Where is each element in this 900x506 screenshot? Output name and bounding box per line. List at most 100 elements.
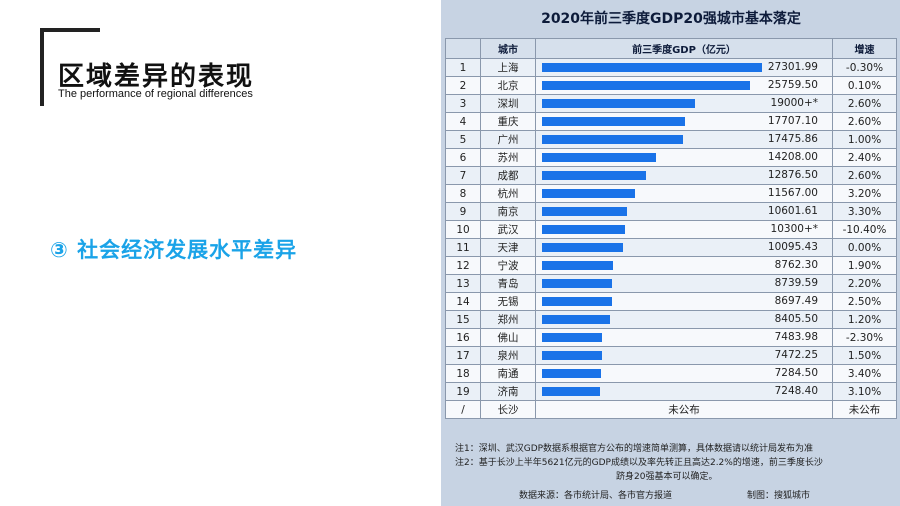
cell-gdp: 17475.86 <box>535 130 833 149</box>
cell-rank: 12 <box>445 256 481 275</box>
cell-growth: 2.20% <box>832 274 897 293</box>
cell-growth: 3.30% <box>832 202 897 221</box>
gdp-value: 10095.43 <box>767 241 818 253</box>
cell-city: 无锡 <box>480 292 536 311</box>
gdp-value: 19000+* <box>770 97 818 109</box>
gdp-value: 10300+* <box>770 223 818 235</box>
gdp-value: 17707.10 <box>767 115 818 127</box>
cell-rank: 2 <box>445 76 481 95</box>
table-row: 2 北京 25759.50 0.10% <box>445 76 897 95</box>
cell-growth: 1.50% <box>832 346 897 365</box>
cell-growth: 未公布 <box>832 400 897 419</box>
cell-city: 成都 <box>480 166 536 185</box>
title-bracket-decoration <box>40 28 100 106</box>
table-row: 17 泉州 7472.25 1.50% <box>445 346 897 365</box>
cell-growth: 2.60% <box>832 166 897 185</box>
gdp-value: 10601.61 <box>767 205 818 217</box>
cell-rank: 13 <box>445 274 481 293</box>
cell-growth: 3.40% <box>832 364 897 383</box>
page-subtitle: The performance of regional differences <box>58 88 253 100</box>
cell-growth: 2.50% <box>832 292 897 311</box>
table-row: 13 青岛 8739.59 2.20% <box>445 274 897 293</box>
cell-gdp: 12876.50 <box>535 166 833 185</box>
cell-rank: 5 <box>445 130 481 149</box>
table-header-row: 城市 前三季度GDP（亿元） 增速 <box>445 38 897 59</box>
cell-rank: 10 <box>445 220 481 239</box>
note-2-continued: 跻身20强基本可以确定。 <box>616 472 718 482</box>
cell-rank: 1 <box>445 58 481 77</box>
table-row: 14 无锡 8697.49 2.50% <box>445 292 897 311</box>
gdp-bar <box>542 153 656 162</box>
gdp-bar <box>542 279 612 288</box>
cell-growth: -2.30% <box>832 328 897 347</box>
cell-growth: -10.40% <box>832 220 897 239</box>
cell-gdp: 10095.43 <box>535 238 833 257</box>
table-row: 10 武汉 10300+* -10.40% <box>445 220 897 239</box>
cell-growth: -0.30% <box>832 58 897 77</box>
table-row: 15 郑州 8405.50 1.20% <box>445 310 897 329</box>
gdp-value: 7472.25 <box>774 349 818 361</box>
table-row: 7 成都 12876.50 2.60% <box>445 166 897 185</box>
cell-gdp: 7472.25 <box>535 346 833 365</box>
cell-growth: 2.60% <box>832 112 897 131</box>
gdp-value: 25759.50 <box>767 79 818 91</box>
gdp-bar <box>542 81 750 90</box>
note-1: 注1：深圳、武汉GDP数据系根据官方公布的增速简单测算，具体数据请以统计局发布为… <box>455 444 814 454</box>
cell-city: 杭州 <box>480 184 536 203</box>
table-notes: 注1：深圳、武汉GDP数据系根据官方公布的增速简单测算，具体数据请以统计局发布为… <box>455 442 895 484</box>
gdp-value: 17475.86 <box>767 133 818 145</box>
gdp-bar <box>542 189 635 198</box>
cell-gdp: 7248.40 <box>535 382 833 401</box>
gdp-value: 8405.50 <box>774 313 818 325</box>
chart-maker: 制图：搜狐城市 <box>747 491 811 501</box>
cell-rank: 6 <box>445 148 481 167</box>
cell-gdp: 未公布 <box>535 400 833 419</box>
table-row-changsha: / 长沙 未公布 未公布 <box>445 400 897 419</box>
gdp-value: 11567.00 <box>767 187 818 199</box>
table-row: 1 上海 27301.99 -0.30% <box>445 58 897 77</box>
table-row: 19 济南 7248.40 3.10% <box>445 382 897 401</box>
cell-gdp: 7284.50 <box>535 364 833 383</box>
gdp-bar <box>542 387 600 396</box>
cell-gdp: 10601.61 <box>535 202 833 221</box>
cell-gdp: 8405.50 <box>535 310 833 329</box>
gdp-value: 14208.00 <box>767 151 818 163</box>
cell-growth: 0.10% <box>832 76 897 95</box>
cell-rank: 7 <box>445 166 481 185</box>
gdp-bar <box>542 171 646 180</box>
table-row: 12 宁波 8762.30 1.90% <box>445 256 897 275</box>
table-row: 18 南通 7284.50 3.40% <box>445 364 897 383</box>
cell-gdp: 19000+* <box>535 94 833 113</box>
gdp-bar <box>542 63 762 72</box>
cell-city: 郑州 <box>480 310 536 329</box>
gdp-bar <box>542 315 610 324</box>
cell-growth: 0.00% <box>832 238 897 257</box>
cell-gdp: 27301.99 <box>535 58 833 77</box>
cell-rank: 11 <box>445 238 481 257</box>
cell-gdp: 8762.30 <box>535 256 833 275</box>
cell-gdp: 7483.98 <box>535 328 833 347</box>
gdp-value: 27301.99 <box>767 61 818 73</box>
table-row: 11 天津 10095.43 0.00% <box>445 238 897 257</box>
gdp-bar <box>542 225 625 234</box>
gdp-bar <box>542 351 602 360</box>
gdp-bar <box>542 135 683 144</box>
cell-city: 长沙 <box>480 400 536 419</box>
cell-city: 广州 <box>480 130 536 149</box>
cell-rank: 8 <box>445 184 481 203</box>
page-title: 区域差异的表现 <box>58 62 255 92</box>
cell-rank: 16 <box>445 328 481 347</box>
gdp-bar <box>542 333 602 342</box>
gdp-bar <box>542 207 627 216</box>
cell-city: 青岛 <box>480 274 536 293</box>
gdp-value: 8739.59 <box>774 277 818 289</box>
gdp-value: 7483.98 <box>774 331 818 343</box>
gdp-bar <box>542 117 685 126</box>
cell-growth: 2.60% <box>832 94 897 113</box>
cell-gdp: 10300+* <box>535 220 833 239</box>
cell-city: 佛山 <box>480 328 536 347</box>
section-point: ③ 社会经济发展水平差异 <box>50 238 298 262</box>
header-gdp: 前三季度GDP（亿元） <box>535 38 833 59</box>
cell-growth: 3.20% <box>832 184 897 203</box>
table-title: 2020年前三季度GDP20强城市基本落定 <box>541 11 801 27</box>
